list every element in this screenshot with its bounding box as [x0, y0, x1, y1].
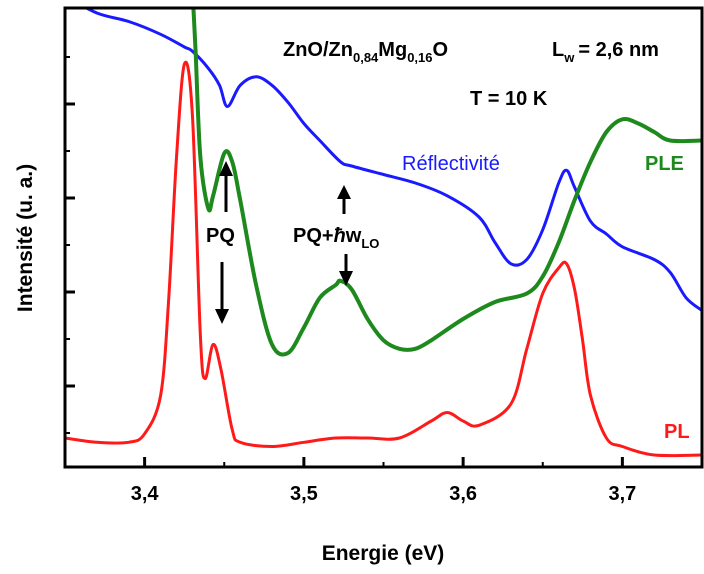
pq-arrow-down: [215, 262, 229, 324]
ple-label: PLE: [645, 153, 684, 175]
x-tick-label: 3,6: [449, 483, 477, 505]
x-tick-label: 3,4: [131, 483, 160, 505]
y-ticks: [65, 56, 75, 434]
series-line-ple: [191, 8, 702, 357]
series-line-pl: [65, 60, 702, 458]
y-axis-title: Intensité (u. a.): [14, 164, 37, 312]
reflectivity-label: Réflectivité: [402, 153, 500, 175]
temperature-label: T = 10 K: [470, 88, 548, 110]
pq-label: PQ: [206, 225, 235, 247]
pq-lo-label: PQ+ħwLO: [293, 225, 379, 251]
x-tick-label: 3,5: [290, 483, 318, 505]
series-layer: [65, 8, 702, 458]
x-ticks: 3,4 3,5 3,6 3,7: [64, 457, 703, 505]
sample-label: ZnO/Zn0,84Mg0,16O: [283, 39, 448, 65]
pq-arrow-up: [219, 161, 233, 212]
pq-lo-arrow-down: [339, 254, 353, 286]
pq-lo-arrow-up: [337, 185, 351, 214]
well-width-label: Lw = 2,6 nm: [552, 39, 659, 65]
pl-label: PL: [664, 421, 690, 443]
x-tick-label: 3,7: [608, 483, 636, 505]
series-line-rflectivit: [83, 8, 702, 312]
x-axis-title: Energie (eV): [322, 542, 445, 565]
